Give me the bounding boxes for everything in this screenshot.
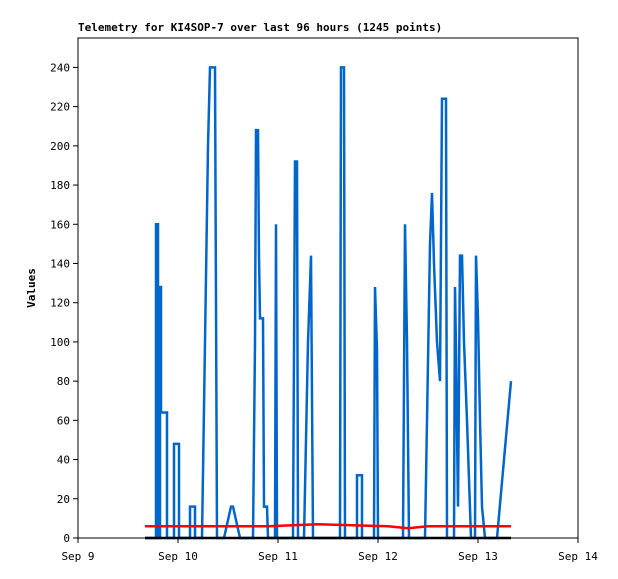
- y-tick-label: 0: [63, 532, 70, 545]
- y-tick-label: 220: [50, 101, 70, 114]
- x-tick-label: Sep 14: [558, 550, 598, 563]
- x-tick-label: Sep 12: [358, 550, 398, 563]
- y-axis-label: Values: [25, 268, 38, 308]
- y-tick-label: 120: [50, 297, 70, 310]
- x-tick-label: Sep 13: [458, 550, 498, 563]
- y-tick-label: 80: [57, 375, 70, 388]
- y-tick-label: 60: [57, 414, 70, 427]
- y-tick-label: 140: [50, 257, 70, 270]
- series-line: [145, 66, 513, 540]
- y-tick-label: 40: [57, 454, 70, 467]
- y-tick-label: 200: [50, 140, 70, 153]
- y-tick-label: 100: [50, 336, 70, 349]
- y-tick-label: 20: [57, 493, 70, 506]
- y-tick-label: 180: [50, 179, 70, 192]
- x-tick-label: Sep 11: [258, 550, 298, 563]
- chart-title: Telemetry for KI4SOP-7 over last 96 hour…: [78, 21, 442, 34]
- y-tick-label: 240: [50, 61, 70, 74]
- x-tick-label: Sep 9: [61, 550, 94, 563]
- series-line: [145, 523, 511, 530]
- y-tick-label: 160: [50, 218, 70, 231]
- x-tick-label: Sep 10: [158, 550, 198, 563]
